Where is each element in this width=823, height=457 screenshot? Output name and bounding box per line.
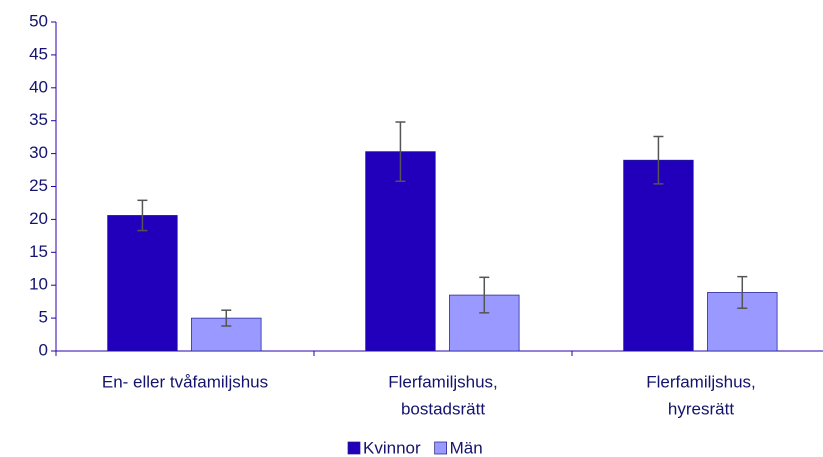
y-tick-label: 5 [39,308,48,327]
y-tick-label: 50 [29,11,48,30]
bar [623,159,694,352]
legend-swatch [347,441,361,455]
x-tick-label: Flerfamiljshus, [646,372,756,391]
y-tick-label: 15 [29,242,48,261]
x-tick-label: En- eller tvåfamiljshus [102,372,268,391]
y-tick-label: 45 [29,44,48,63]
legend-label: Kvinnor [363,438,421,457]
y-tick-label: 35 [29,110,48,129]
legend-label: Män [450,438,483,457]
y-tick-label: 40 [29,77,48,96]
y-tick-label: 10 [29,275,48,294]
x-tick-label: bostadsrätt [401,399,485,418]
y-tick-label: 30 [29,143,48,162]
y-tick-label: 0 [39,340,48,359]
y-tick-label: 20 [29,209,48,228]
bar [365,151,436,352]
x-tick-label: hyresrätt [668,399,734,418]
y-tick-label: 25 [29,176,48,195]
x-tick-label: Flerfamiljshus, [388,372,498,391]
bar [107,215,178,352]
legend-swatch [434,441,447,455]
